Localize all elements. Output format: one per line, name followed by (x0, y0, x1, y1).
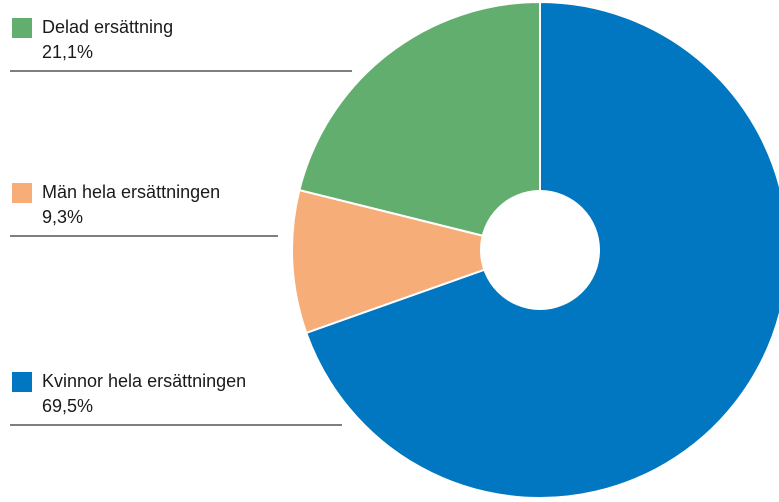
legend-swatch (12, 372, 32, 392)
pie-slice (291, 188, 544, 335)
legend-swatch (12, 18, 32, 38)
legend-swatch (12, 183, 32, 203)
legend-label: Delad ersättning (42, 17, 173, 37)
value-label: 69,5% (42, 396, 93, 416)
legend-label: Män hela ersättningen (42, 182, 220, 202)
value-label: 21,1% (42, 42, 93, 62)
donut-hole (480, 190, 600, 310)
legend-label: Kvinnor hela ersättningen (42, 371, 246, 391)
value-label: 9,3% (42, 207, 83, 227)
pie-slice (298, 0, 541, 252)
